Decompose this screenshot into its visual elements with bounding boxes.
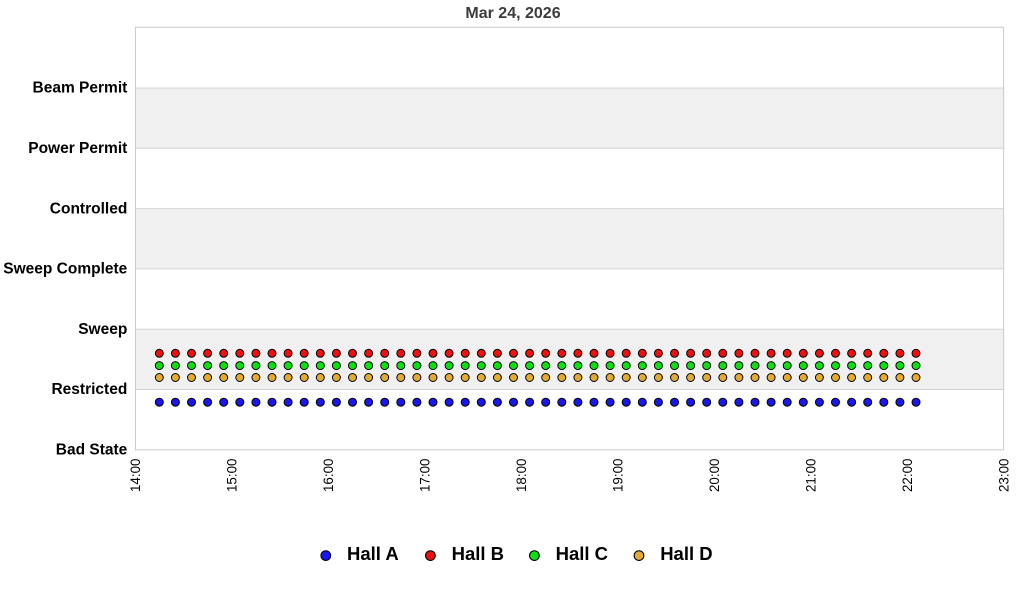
- svg-text:Bad State: Bad State: [56, 442, 128, 459]
- svg-text:19:00: 19:00: [610, 459, 625, 493]
- svg-text:17:00: 17:00: [418, 459, 433, 493]
- svg-text:Mar 24, 2026: Mar 24, 2026: [465, 5, 560, 22]
- svg-text:21:00: 21:00: [803, 459, 818, 493]
- svg-text:Hall D: Hall D: [660, 543, 712, 564]
- svg-text:22:00: 22:00: [900, 459, 915, 493]
- svg-text:Hall A: Hall A: [347, 543, 399, 564]
- svg-text:Sweep Complete: Sweep Complete: [3, 261, 127, 278]
- svg-text:Hall B: Hall B: [452, 543, 504, 564]
- svg-text:20:00: 20:00: [707, 459, 722, 493]
- svg-text:Hall C: Hall C: [556, 543, 608, 564]
- svg-text:Restricted: Restricted: [51, 381, 127, 398]
- svg-text:15:00: 15:00: [225, 459, 240, 493]
- svg-text:16:00: 16:00: [321, 459, 336, 493]
- svg-text:Power Permit: Power Permit: [28, 140, 127, 157]
- svg-text:14:00: 14:00: [128, 459, 143, 493]
- svg-text:Sweep: Sweep: [78, 321, 127, 338]
- svg-text:18:00: 18:00: [514, 459, 529, 493]
- svg-text:Beam Permit: Beam Permit: [33, 80, 128, 97]
- svg-text:Controlled: Controlled: [50, 200, 128, 217]
- svg-text:23:00: 23:00: [996, 459, 1011, 493]
